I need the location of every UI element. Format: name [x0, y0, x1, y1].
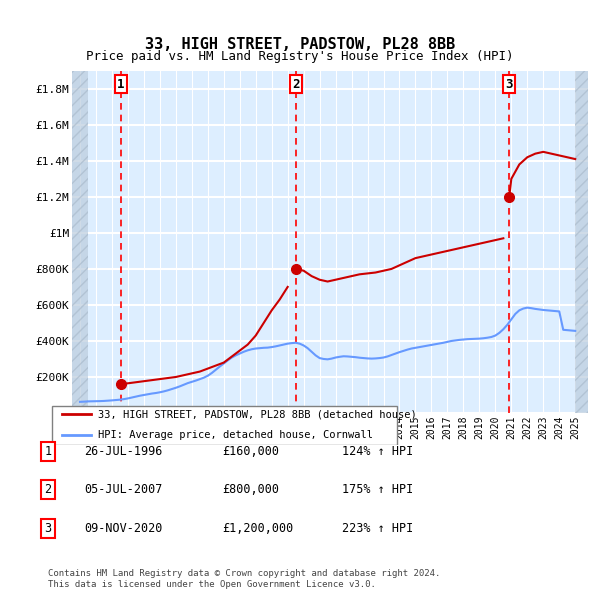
Text: 2: 2 — [44, 483, 52, 496]
Bar — [72, 71, 88, 413]
Text: 1: 1 — [44, 445, 52, 458]
Text: 33, HIGH STREET, PADSTOW, PL28 8BB: 33, HIGH STREET, PADSTOW, PL28 8BB — [145, 37, 455, 52]
Text: 33, HIGH STREET, PADSTOW, PL28 8BB (detached house): 33, HIGH STREET, PADSTOW, PL28 8BB (deta… — [98, 409, 417, 419]
Text: This data is licensed under the Open Government Licence v3.0.: This data is licensed under the Open Gov… — [48, 579, 376, 589]
Text: 1: 1 — [117, 78, 125, 91]
Text: 2: 2 — [292, 78, 299, 91]
Text: £160,000: £160,000 — [222, 445, 279, 458]
Text: HPI: Average price, detached house, Cornwall: HPI: Average price, detached house, Corn… — [98, 430, 373, 440]
Text: 175% ↑ HPI: 175% ↑ HPI — [342, 483, 413, 496]
Text: 09-NOV-2020: 09-NOV-2020 — [84, 522, 163, 535]
FancyBboxPatch shape — [52, 406, 397, 445]
Text: Contains HM Land Registry data © Crown copyright and database right 2024.: Contains HM Land Registry data © Crown c… — [48, 569, 440, 578]
Text: £800,000: £800,000 — [222, 483, 279, 496]
Text: 3: 3 — [505, 78, 513, 91]
Text: 124% ↑ HPI: 124% ↑ HPI — [342, 445, 413, 458]
Text: Price paid vs. HM Land Registry's House Price Index (HPI): Price paid vs. HM Land Registry's House … — [86, 50, 514, 63]
Text: 26-JUL-1996: 26-JUL-1996 — [84, 445, 163, 458]
Text: 05-JUL-2007: 05-JUL-2007 — [84, 483, 163, 496]
Bar — [575, 71, 588, 413]
Text: 3: 3 — [44, 522, 52, 535]
Text: 223% ↑ HPI: 223% ↑ HPI — [342, 522, 413, 535]
Text: £1,200,000: £1,200,000 — [222, 522, 293, 535]
